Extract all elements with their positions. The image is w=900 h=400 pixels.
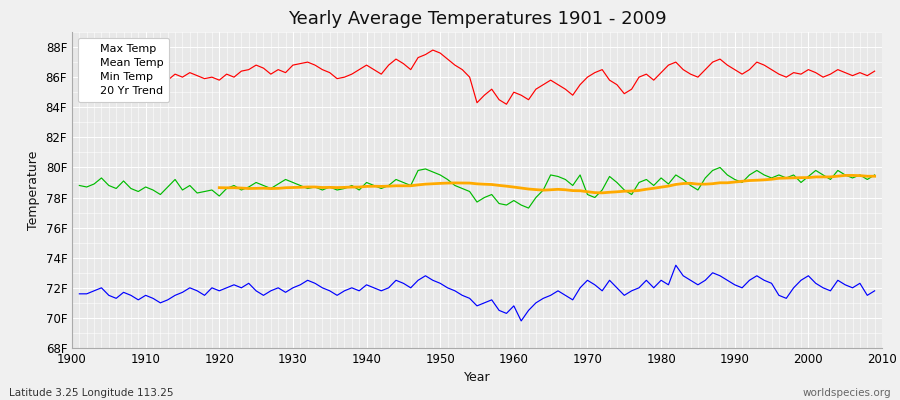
20 Yr Trend [781, 176, 792, 180]
Min Temp [604, 278, 615, 283]
20 Yr Trend [869, 174, 880, 179]
Mean Temp [604, 174, 615, 179]
Max Temp [133, 72, 144, 76]
Max Temp [516, 93, 526, 98]
Max Temp [428, 48, 438, 52]
Line: 20 Yr Trend: 20 Yr Trend [220, 176, 875, 193]
Legend: Max Temp, Mean Temp, Min Temp, 20 Yr Trend: Max Temp, Mean Temp, Min Temp, 20 Yr Tre… [77, 38, 169, 102]
Text: Latitude 3.25 Longitude 113.25: Latitude 3.25 Longitude 113.25 [9, 388, 174, 398]
20 Yr Trend [854, 173, 865, 178]
Min Temp [670, 263, 681, 268]
Mean Temp [295, 183, 306, 188]
Text: worldspecies.org: worldspecies.org [803, 388, 891, 398]
Y-axis label: Temperature: Temperature [27, 150, 40, 230]
Min Temp [74, 292, 85, 296]
Line: Min Temp: Min Temp [79, 265, 875, 321]
Max Temp [74, 76, 85, 81]
Min Temp [295, 282, 306, 287]
Mean Temp [715, 165, 725, 170]
Max Temp [339, 75, 350, 80]
20 Yr Trend [766, 177, 777, 182]
Min Temp [339, 288, 350, 293]
Line: Max Temp: Max Temp [79, 50, 875, 104]
Max Temp [611, 82, 622, 87]
X-axis label: Year: Year [464, 372, 490, 384]
Min Temp [508, 304, 519, 308]
20 Yr Trend [302, 184, 313, 189]
Max Temp [523, 97, 534, 102]
Mean Temp [869, 172, 880, 177]
Mean Temp [523, 206, 534, 210]
Min Temp [516, 318, 526, 323]
20 Yr Trend [413, 182, 424, 187]
Max Temp [501, 102, 512, 107]
Mean Temp [501, 203, 512, 208]
Mean Temp [339, 186, 350, 191]
Min Temp [501, 311, 512, 316]
Mean Temp [74, 183, 85, 188]
Line: Mean Temp: Mean Temp [79, 168, 875, 208]
Max Temp [869, 69, 880, 74]
Mean Temp [508, 198, 519, 203]
Mean Temp [133, 189, 144, 194]
20 Yr Trend [214, 185, 225, 190]
Min Temp [133, 298, 144, 302]
20 Yr Trend [597, 190, 608, 195]
Min Temp [869, 288, 880, 293]
20 Yr Trend [840, 173, 850, 178]
Title: Yearly Average Temperatures 1901 - 2009: Yearly Average Temperatures 1901 - 2009 [288, 10, 666, 28]
Max Temp [295, 61, 306, 66]
20 Yr Trend [678, 181, 688, 186]
